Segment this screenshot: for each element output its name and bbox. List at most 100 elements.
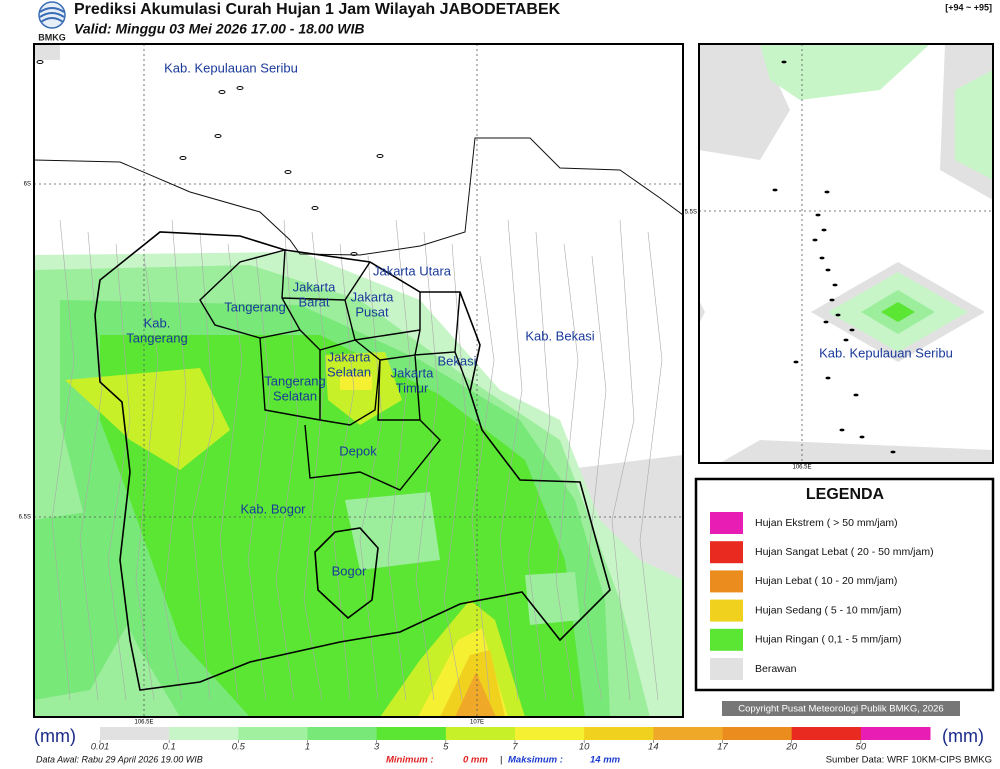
legend-swatch [710, 599, 743, 622]
colorbar-tick-label: 1 [305, 742, 310, 753]
colorbar-tick-label: 17 [717, 742, 728, 753]
island [772, 188, 778, 192]
coastline [34, 137, 683, 256]
logo-text: BMKG [38, 32, 66, 42]
island [829, 298, 835, 302]
region-label: Jakarta Utara [373, 263, 452, 278]
rain-field [34, 510, 130, 700]
district-line [163, 219, 187, 701]
copyright-box [722, 701, 960, 716]
district-line [415, 231, 439, 701]
model-code: [+94 ~ +95] [945, 2, 992, 12]
island [824, 190, 830, 194]
region-label: Jakarta [391, 365, 434, 380]
island [835, 313, 841, 317]
legend-box [694, 477, 995, 692]
colorbar-segment [445, 727, 516, 740]
legend-label: Hujan Sangat Lebat ( 20 - 50 mm/jam) [755, 546, 934, 558]
unit-left: (mm) [34, 726, 76, 746]
district-line [471, 255, 495, 701]
data-awal: Data Awal: Rabu 29 April 2026 19.00 WIB [36, 754, 203, 764]
inset-map: Kab. Kepulauan Seribu [699, 44, 993, 463]
inset-frame [698, 43, 994, 464]
legend-swatch [710, 541, 743, 564]
region-label: Kab. Bogor [240, 501, 306, 516]
island [376, 154, 384, 158]
district-line [191, 231, 215, 701]
region-outline [314, 527, 379, 620]
colorbar-segment [653, 727, 723, 740]
lon-label: 107E [470, 720, 484, 726]
colorbar-segment [376, 727, 447, 740]
rain-field [720, 440, 993, 463]
colorbar: (mm) (mm) 0.01 0.1 0.5 1 3 5 7 10 14 17 20 50 [34, 726, 984, 753]
colorbar-segment [584, 727, 654, 740]
max-value: 14 mm [590, 755, 621, 766]
island [812, 238, 818, 242]
region-label: Jakarta [328, 349, 371, 364]
colorbar-tick-label: 3 [374, 742, 380, 753]
island [214, 134, 222, 138]
rain-field [699, 300, 705, 324]
region-label: Barat [298, 294, 329, 309]
district-line [387, 219, 411, 701]
logo-waves [39, 7, 65, 23]
district-line [303, 231, 327, 701]
colorbar-segment [238, 727, 308, 740]
rain-field [881, 302, 915, 322]
region-label: Pusat [355, 304, 389, 319]
island [819, 256, 825, 260]
colorbar-segment [169, 727, 239, 740]
main-map: Kab. Kepulauan Seribu Jakarta Utara Jakart… [34, 44, 683, 717]
lat-label: 5.5S [685, 210, 697, 216]
rain-field [455, 672, 496, 717]
rain-field [345, 492, 440, 570]
region-label: Kab. Bekasi [525, 328, 594, 343]
region-label: Tangerang [126, 330, 187, 345]
island [859, 435, 865, 439]
data-source: Sumber Data: WRF 10KM-CIPS BMKG [826, 755, 992, 766]
rain-field [955, 70, 993, 180]
district-line [219, 243, 243, 701]
colorbar-segment [307, 727, 378, 740]
district-line [499, 219, 523, 701]
island [311, 206, 319, 210]
region-label: Jakarta [351, 289, 394, 304]
logo: BMKG [38, 1, 66, 42]
rain-field [525, 572, 580, 625]
main-map-frame [33, 43, 684, 718]
legend-label: Hujan Ringan ( 0,1 - 5 mm/jam) [755, 634, 901, 646]
island [284, 170, 292, 174]
island [821, 228, 827, 232]
district-line [639, 231, 663, 701]
region-label: Depok [339, 443, 377, 458]
max-label: Maksimum : [508, 755, 563, 766]
rain-field [65, 368, 230, 470]
colorbar-tick-label: 50 [856, 742, 867, 753]
region-label: Tangerang [264, 373, 325, 388]
lon-label: 106.5E [134, 720, 153, 726]
min-label: Minimum : [386, 755, 434, 766]
district-line [275, 219, 299, 701]
colorbar-tick-label: 5 [443, 742, 449, 753]
legend-swatch [710, 512, 743, 534]
district-line [135, 255, 159, 701]
legend-label: Hujan Sedang ( 5 - 10 mm/jam) [755, 604, 901, 616]
region-label: Selatan [273, 388, 317, 403]
region-label: Tangerang [224, 299, 285, 314]
legend-label: Hujan Lebat ( 10 - 20 mm/jam) [755, 575, 897, 587]
district-line [555, 243, 579, 701]
island [839, 428, 845, 432]
region-outline [94, 231, 611, 691]
unit-right: (mm) [942, 726, 984, 746]
rain-field [760, 44, 930, 100]
legend-swatch [710, 570, 743, 593]
island [218, 90, 226, 94]
district-line [247, 255, 271, 701]
region-label: Kab. [144, 315, 171, 330]
rain-field [699, 44, 790, 160]
rain-field [34, 44, 60, 60]
district-line [359, 255, 383, 701]
island [823, 320, 829, 324]
district-line [443, 243, 467, 701]
